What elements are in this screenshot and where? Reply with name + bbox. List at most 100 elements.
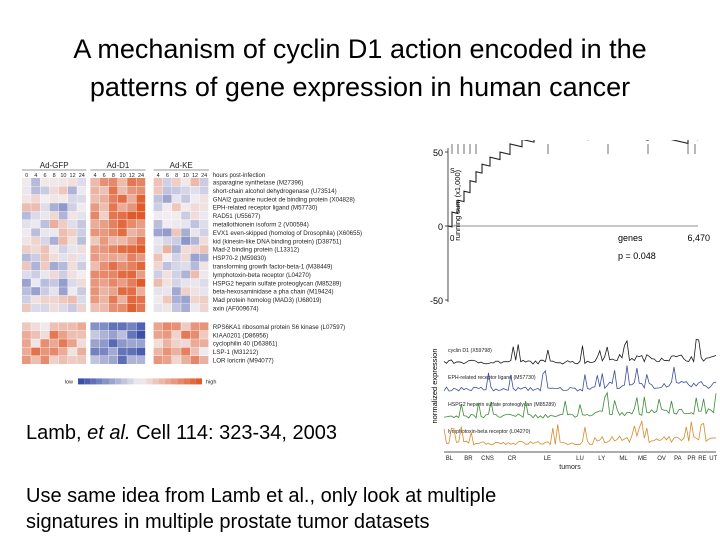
heatmap-cell [136, 304, 146, 312]
heatmap-cell [136, 253, 146, 262]
heatmap-cell [99, 295, 109, 304]
heatmap-cell [77, 330, 86, 339]
heatmap-cell [22, 270, 31, 279]
heatmap-cell [153, 228, 163, 237]
heatmap-cell [31, 186, 40, 195]
heatmap-cell [68, 253, 77, 262]
heatmap-cell [172, 347, 181, 356]
heatmap-cell [31, 287, 40, 296]
heatmap-cell [108, 194, 118, 203]
heatmap-cell [136, 356, 146, 364]
heatmap-cell [118, 194, 127, 203]
heatmap-cell [90, 178, 100, 186]
heatmap-cell [77, 287, 86, 296]
legend-swatch [127, 378, 134, 385]
heatmap-cell [77, 304, 86, 312]
track-label: HSPG2 heparin sulfate proteoglycan (M852… [448, 402, 556, 408]
heatmap-cell [118, 186, 127, 195]
gene-label: KIAA0201 (D86956) [213, 332, 268, 339]
track-label: lymphotoxin-beta receptor (L04270) [448, 429, 530, 435]
heatmap-cell [90, 304, 100, 312]
heatmap-cell [108, 178, 118, 186]
heatmap-cell [40, 262, 50, 270]
genes-label: genes [618, 233, 643, 243]
legend-swatch [177, 378, 184, 385]
time-label: 10 [183, 173, 189, 179]
heatmap-cell [127, 194, 136, 203]
heatmap-cell [40, 253, 50, 262]
heatmap-cell [181, 211, 190, 220]
heatmap-cell [90, 211, 100, 220]
heatmap-cell [108, 245, 118, 254]
gene-label: asparagine synthetase (M27396) [213, 180, 303, 187]
heatmap-cell [49, 339, 59, 348]
note-line-2: signatures in multiple prostate tumor da… [26, 511, 430, 533]
heatmap-cell [68, 194, 77, 203]
heatmap-cell [40, 322, 50, 331]
heatmap-cell [190, 278, 200, 287]
heatmap-cell [40, 304, 50, 312]
heatmap-cell [77, 228, 86, 237]
heatmap-cell [162, 347, 172, 356]
heatmap-cell [172, 262, 181, 270]
heatmap-cell [162, 253, 172, 262]
heatmap-cell [136, 211, 146, 220]
time-label: 8 [175, 173, 178, 179]
heatmap-cell [136, 236, 146, 245]
heatmap-cell [68, 203, 77, 212]
heatmap-cell [68, 186, 77, 195]
heatmap-cell [172, 186, 181, 195]
x-axis-label: tumors [559, 464, 581, 471]
heatmap-cell [31, 245, 40, 254]
heatmap-cell [31, 339, 40, 348]
heatmap-cell [162, 278, 172, 287]
heatmap-cell [162, 270, 172, 279]
heatmap-cell [190, 330, 200, 339]
heatmap-cell [190, 236, 200, 245]
heatmap-cell [118, 178, 127, 186]
heatmap-cell [58, 339, 68, 348]
heatmap-cell [199, 236, 209, 245]
running-sum-curve [447, 140, 698, 228]
heatmap-cell [49, 220, 59, 228]
heatmap-cell [181, 278, 190, 287]
legend-swatch [189, 378, 196, 385]
expression-track [443, 339, 717, 365]
heatmap-cell [162, 356, 172, 364]
y-axis-label: normalized expression [430, 348, 439, 423]
heatmap-cell [181, 262, 190, 270]
gene-label: RAD51 (U55677) [213, 213, 260, 220]
heatmap-cell [136, 287, 146, 296]
heatmap-cell [172, 236, 181, 245]
heatmap-cell [22, 287, 31, 296]
tumor-type-label: CNS [481, 456, 494, 462]
heatmap-cell [77, 295, 86, 304]
heatmap-cell [22, 236, 31, 245]
gene-label: axin (AF009674) [213, 306, 259, 313]
heatmap-cell [162, 287, 172, 296]
heatmap-cell [127, 245, 136, 254]
heatmap-cell [190, 253, 200, 262]
heatmap-cell [172, 330, 181, 339]
heatmap-cell [162, 236, 172, 245]
heatmap-cell [153, 278, 163, 287]
heatmap-cell [22, 253, 31, 262]
heatmap-cell [190, 304, 200, 312]
heatmap-cell [108, 211, 118, 220]
heatmap-cell [49, 178, 59, 186]
heatmap-cell [22, 262, 31, 270]
heatmap-cell [199, 339, 209, 348]
heatmap-cell [181, 178, 190, 186]
heatmap-cell [68, 211, 77, 220]
heatmap-cell [118, 339, 127, 348]
heatmap-cell [172, 270, 181, 279]
heatmap-cell [49, 194, 59, 203]
heatmap-cell [22, 339, 31, 348]
heatmap-cell [58, 194, 68, 203]
heatmap-cell [77, 339, 86, 348]
heatmap-cell [127, 236, 136, 245]
heatmap-cell [127, 330, 136, 339]
citation-journal: Cell 114: 323-34, 2003 [130, 422, 337, 444]
heatmap-cell [162, 322, 172, 331]
heatmap-cell [162, 330, 172, 339]
